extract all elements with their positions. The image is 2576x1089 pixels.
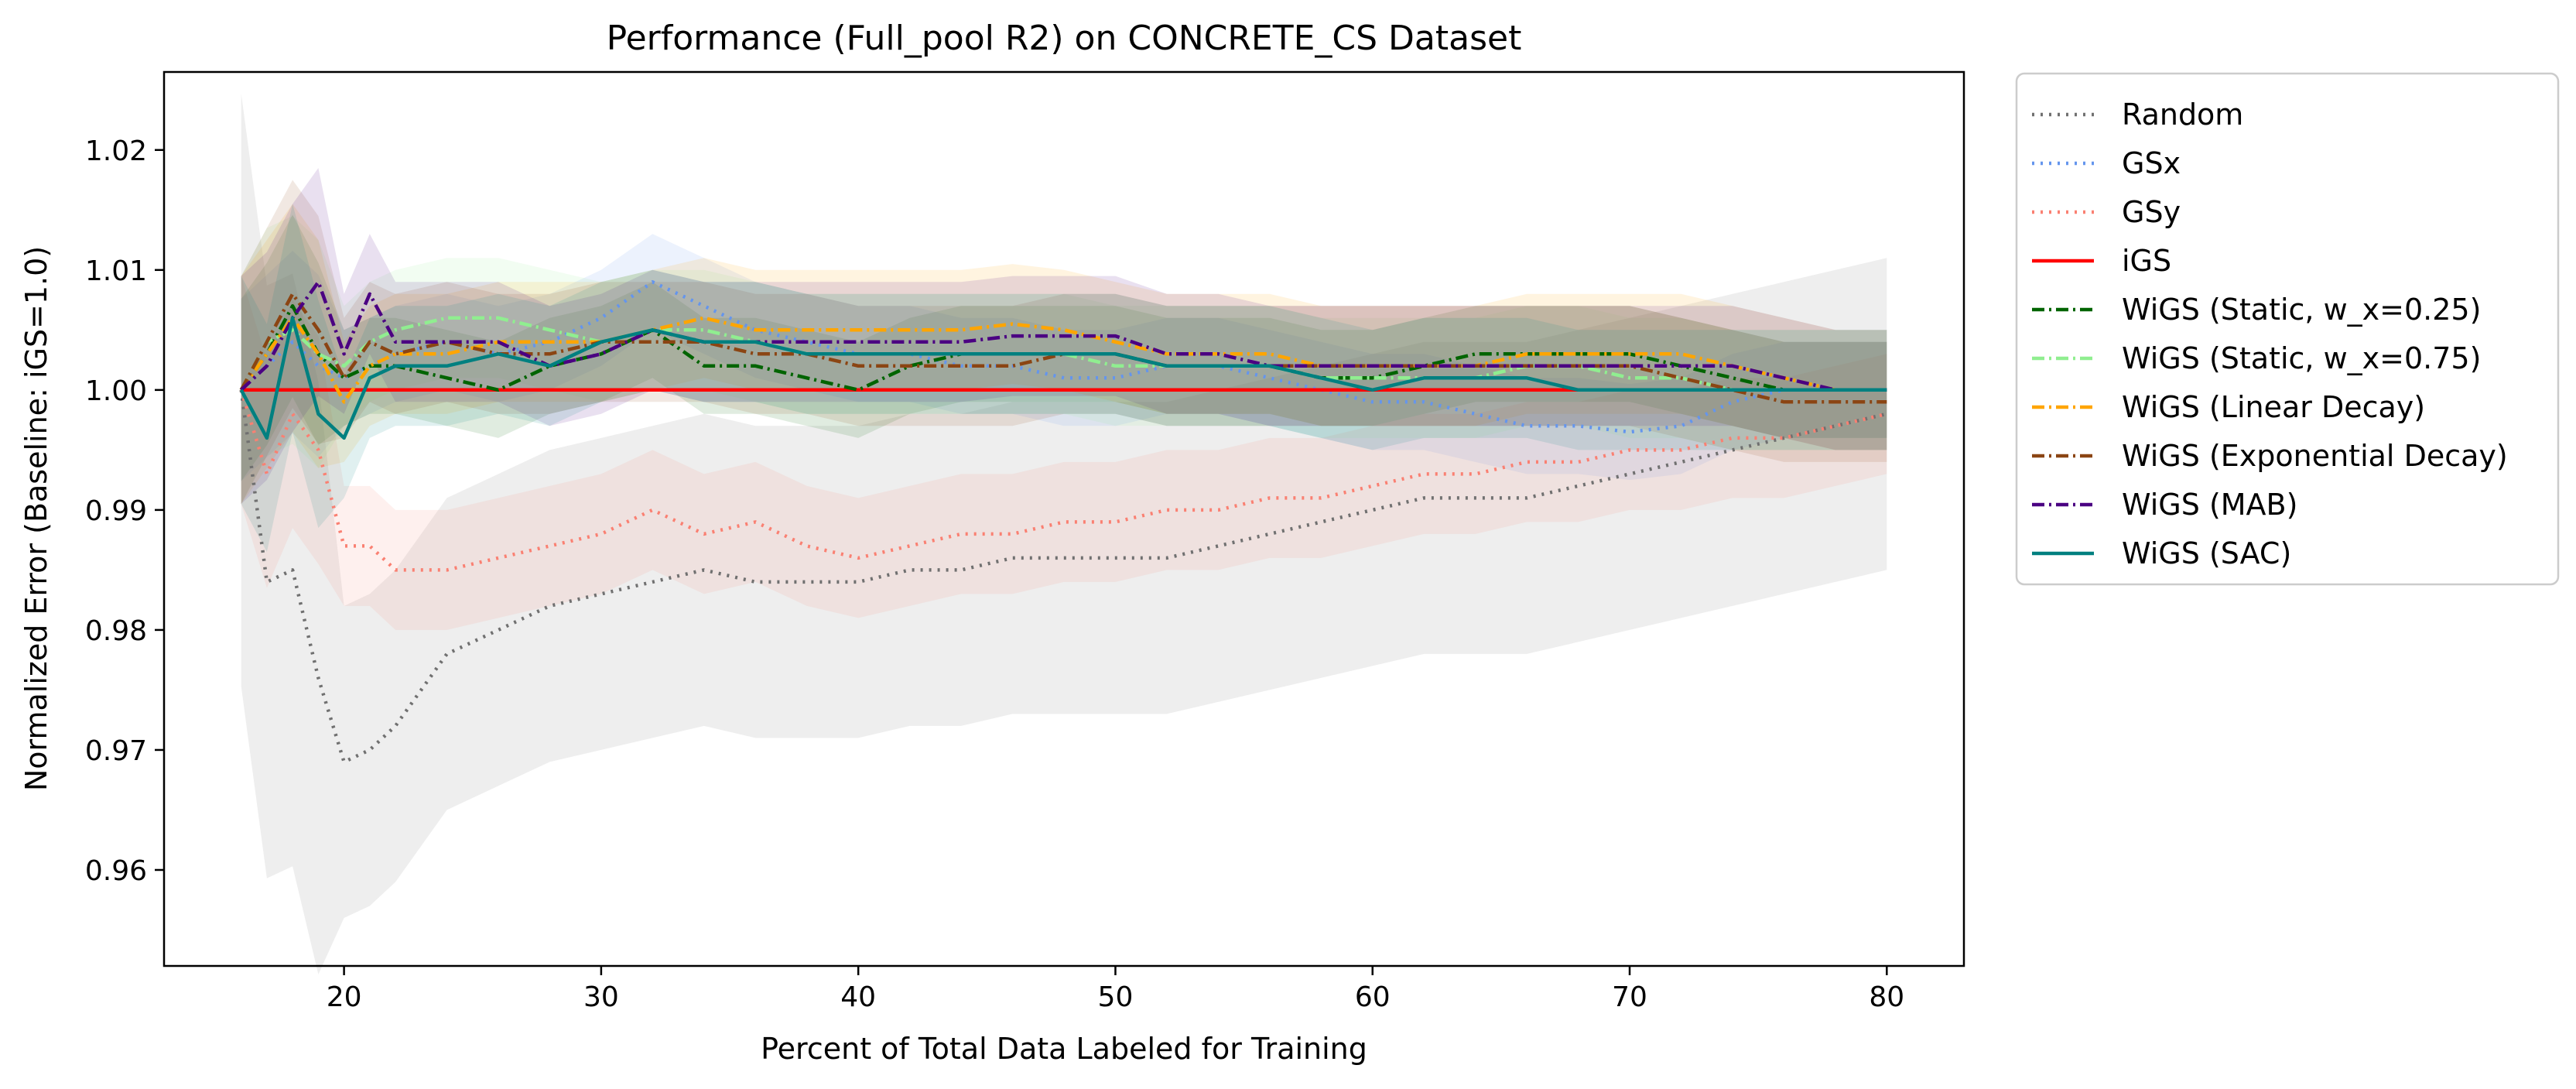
legend-label-5: WiGS (Static, w_x=0.75) (2122, 341, 2481, 375)
confidence-band-1 (241, 234, 1887, 481)
series-line-1 (240, 280, 1887, 434)
legend-label-8: WiGS (MAB) (2122, 488, 2297, 522)
x-axis: 20 30 40 50 60 70 80 (327, 966, 1904, 1013)
legend-label-9: WiGS (SAC) (2122, 536, 2291, 570)
legend-label-2: GSy (2122, 195, 2181, 229)
y-axis-label: Normalized Error (Baseline: iGS=1.0) (19, 246, 53, 791)
x-tick-label: 30 (583, 981, 619, 1013)
confidence-band-9 (241, 204, 1887, 553)
x-tick-label: 20 (327, 981, 362, 1013)
confidence-band-5 (241, 216, 1887, 505)
plot-area (162, 70, 1965, 974)
series-line-6 (239, 316, 1887, 404)
y-tick-label: 0.99 (85, 495, 147, 527)
y-tick-label: 1.01 (85, 255, 147, 287)
plot-frame (162, 70, 1965, 967)
legend-label-3: iGS (2122, 244, 2171, 278)
series-line-8 (240, 280, 1887, 392)
y-tick-label: 1.00 (85, 375, 147, 407)
series-line-0 (239, 389, 1887, 764)
confidence-bands (241, 93, 1887, 974)
confidence-band-0 (241, 93, 1887, 974)
legend-label-1: GSx (2122, 146, 2181, 180)
legend: Random GSx GSy iGS WiGS (Static, w_x=0.25) Wi… (2015, 72, 2560, 586)
series-line-9 (239, 316, 1887, 440)
x-tick-label: 50 (1098, 981, 1134, 1013)
confidence-band-4 (241, 214, 1887, 481)
x-tick-label: 40 (840, 981, 876, 1013)
x-axis-label: Percent of Total Data Labeled for Traini… (761, 1032, 1367, 1066)
y-tick-label: 0.97 (85, 735, 147, 767)
confidence-band-7 (241, 180, 1887, 505)
chart-title: Performance (Full_pool R2) on CONCRETE_C… (607, 19, 1522, 58)
legend-label-0: Random (2122, 98, 2243, 132)
legend-label-4: WiGS (Static, w_x=0.25) (2122, 293, 2481, 327)
legend-label-6: WiGS (Linear Decay) (2122, 390, 2425, 424)
legend-label-7: WiGS (Exponential Decay) (2122, 439, 2508, 473)
y-tick-label: 1.02 (85, 135, 147, 167)
series-lines (239, 280, 1887, 764)
x-tick-label: 60 (1355, 981, 1391, 1013)
x-tick-label: 80 (1869, 981, 1904, 1013)
confidence-band-2 (241, 276, 1887, 630)
legend-box (2015, 72, 2560, 586)
x-tick-label: 70 (1612, 981, 1647, 1013)
legend-entries: Random GSx GSy iGS WiGS (Static, w_x=0.25) Wi… (2032, 98, 2508, 570)
y-tick-label: 0.96 (85, 855, 147, 887)
y-tick-label: 0.98 (85, 615, 147, 647)
y-axis: 0.96 0.97 0.98 0.99 1.00 1.01 1.02 (85, 135, 164, 887)
